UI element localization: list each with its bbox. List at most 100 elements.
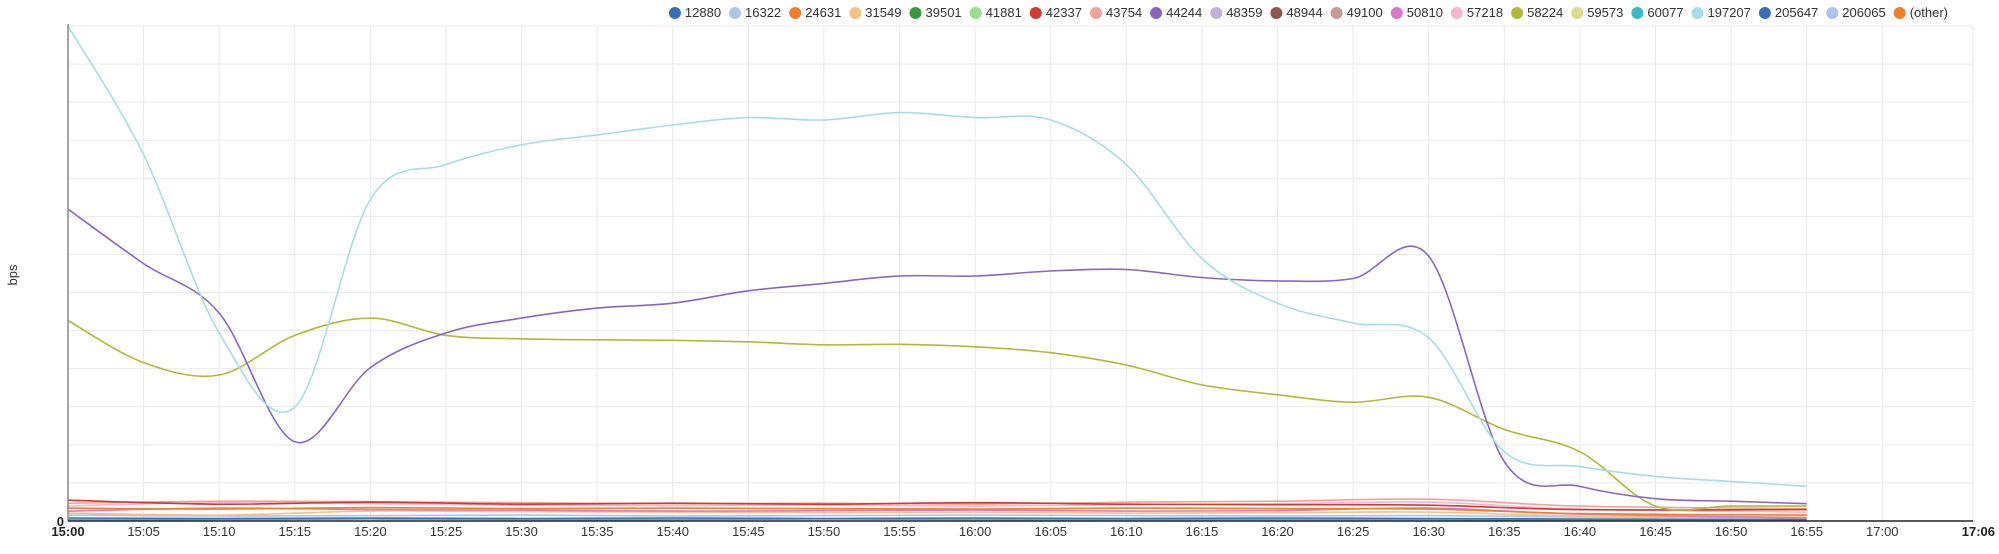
legend-label: 58224: [1527, 5, 1563, 20]
series-line-60077: [67, 518, 1807, 521]
series-line-16322: [67, 514, 1807, 519]
legend-label: 41881: [986, 5, 1022, 20]
legend-swatch: [789, 7, 802, 19]
series-line-31549: [67, 510, 1807, 518]
legend-item-31549[interactable]: 31549: [849, 5, 901, 20]
legend-swatch: [1826, 7, 1839, 19]
x-tick-label: 16:55: [1790, 524, 1823, 539]
series-lines: [67, 25, 1807, 521]
legend-label: 197207: [1708, 5, 1751, 20]
legend-item-43754[interactable]: 43754: [1090, 5, 1142, 20]
legend-label: 50810: [1407, 5, 1443, 20]
legend-label: 206065: [1842, 5, 1885, 20]
series-line-50810: [67, 507, 1807, 519]
legend-item-42337[interactable]: 42337: [1029, 5, 1082, 20]
grid: [67, 25, 1974, 521]
legend-item-59573[interactable]: 59573: [1571, 5, 1623, 20]
legend-label: 44244: [1166, 5, 1202, 20]
legend-label: 12880: [685, 5, 721, 20]
x-tick-label: 15:40: [656, 524, 689, 539]
legend-item-205647[interactable]: 205647: [1758, 5, 1818, 20]
legend-swatch: [668, 7, 681, 19]
x-tick-label: 15:25: [430, 524, 463, 539]
x-tick-label: 16:10: [1110, 524, 1143, 539]
legend-label: 60077: [1647, 5, 1683, 20]
legend-item-50810[interactable]: 50810: [1390, 5, 1443, 20]
legend-label: 57218: [1467, 5, 1503, 20]
series-line-58224: [67, 317, 1807, 511]
legend-swatch: [969, 7, 982, 19]
legend-item-58224[interactable]: 58224: [1511, 5, 1563, 20]
legend-swatch: [729, 7, 741, 19]
series-line-44244: [67, 208, 1807, 505]
legend-swatch: [1330, 7, 1343, 19]
x-tick-label: 16:35: [1488, 524, 1521, 539]
legend-swatch: [1270, 7, 1283, 19]
series-line-24631: [67, 506, 1807, 516]
legend-label: 48359: [1226, 5, 1262, 20]
y-tick-label-zero: 0: [57, 514, 64, 529]
legend-swatch: [1090, 7, 1102, 19]
legend-label: 48944: [1286, 5, 1322, 20]
x-tick-label: 16:45: [1639, 524, 1672, 539]
legend-item-48944[interactable]: 48944: [1270, 5, 1323, 20]
legend-item-49100[interactable]: 49100: [1330, 5, 1383, 20]
legend-label: 16322: [745, 5, 781, 20]
legend-item-16322[interactable]: 16322: [729, 5, 781, 20]
legend-label: 31549: [865, 5, 901, 20]
legend-label: 49100: [1347, 5, 1383, 20]
legend-swatch: [1691, 7, 1704, 19]
legend-item-57218[interactable]: 57218: [1450, 5, 1503, 20]
legend-swatch: [1571, 7, 1584, 19]
series-line-12880: [67, 517, 1807, 521]
x-tick-label: 15:05: [127, 524, 160, 539]
legend-item-206065[interactable]: 206065: [1826, 5, 1886, 20]
x-tick-label: 16:40: [1564, 524, 1597, 539]
x-tick-label: 16:15: [1186, 524, 1219, 539]
series-line-42337: [67, 499, 1807, 511]
legend-swatch: [1511, 7, 1524, 19]
legend-label: 39501: [926, 5, 962, 20]
x-tick-label: 15:15: [279, 524, 312, 539]
legend-swatch: [849, 7, 862, 19]
legend-item-48359[interactable]: 48359: [1210, 5, 1262, 20]
legend-item-197207[interactable]: 197207: [1691, 5, 1751, 20]
legend-item-44244[interactable]: 44244: [1150, 5, 1202, 20]
y-axis-label: bps: [5, 264, 20, 285]
legend: 12880 16322 24631 31549 39501 41881 42337 43754…: [668, 5, 1948, 20]
x-tick-label: 15:45: [732, 524, 765, 539]
x-tick-label: 15:35: [581, 524, 614, 539]
legend-item-24631[interactable]: 24631: [789, 5, 841, 20]
legend-item-41881[interactable]: 41881: [969, 5, 1022, 20]
legend-swatch: [1893, 7, 1906, 19]
legend-swatch: [1758, 7, 1771, 19]
x-tick-label: 16:20: [1261, 524, 1294, 539]
legend-item-(other)[interactable]: (other): [1893, 5, 1948, 20]
x-tick-label: 16:50: [1715, 524, 1748, 539]
x-tick-label: 16:25: [1337, 524, 1370, 539]
legend-item-39501[interactable]: 39501: [909, 5, 962, 20]
legend-label: 43754: [1106, 5, 1142, 20]
legend-item-12880[interactable]: 12880: [668, 5, 721, 20]
x-tick-label: 15:20: [354, 524, 387, 539]
legend-swatch: [1150, 7, 1163, 19]
legend-swatch: [909, 7, 922, 19]
x-tick-label: 15:55: [883, 524, 916, 539]
legend-swatch: [1631, 7, 1644, 19]
x-tick-label: 17:00: [1866, 524, 1899, 539]
legend-swatch: [1210, 7, 1223, 19]
legend-label: 42337: [1046, 5, 1082, 20]
x-tick-label: 17:06: [1962, 524, 1995, 539]
x-tick-label: 15:50: [808, 524, 841, 539]
legend-swatch: [1450, 7, 1463, 19]
legend-label: (other): [1910, 5, 1948, 20]
series-line-57218: [67, 501, 1807, 513]
x-tick-label: 16:00: [959, 524, 992, 539]
x-tick-label: 15:30: [505, 524, 538, 539]
legend-label: 205647: [1775, 5, 1818, 20]
legend-label: 24631: [805, 5, 841, 20]
legend-swatch: [1029, 7, 1042, 19]
legend-item-60077[interactable]: 60077: [1631, 5, 1684, 20]
